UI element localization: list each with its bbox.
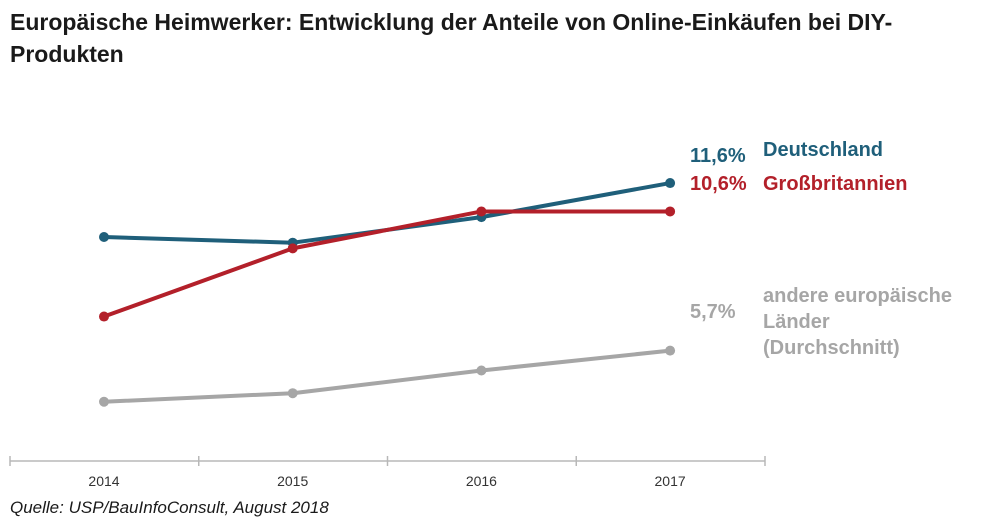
data-point <box>287 243 298 254</box>
x-tick-label: 2017 <box>655 473 686 489</box>
data-point <box>99 232 109 243</box>
x-tick-label: 2016 <box>466 473 497 489</box>
data-point <box>665 178 676 189</box>
series-name-label: Großbritannien <box>763 173 907 195</box>
chart-title: Europäische Heimwerker: Entwicklung der … <box>10 9 893 67</box>
data-point <box>287 388 298 399</box>
series-andere-europaeische-laender-durchschnitt <box>99 345 676 407</box>
data-point <box>665 206 676 217</box>
x-tick-label: 2014 <box>88 473 119 489</box>
data-point <box>476 365 487 376</box>
series-labels: 11,6% Deutschland 10,6% Großbritannien 5,7% a… <box>690 139 952 359</box>
series-line <box>102 348 673 404</box>
data-point <box>99 396 109 407</box>
series-layer <box>99 178 676 407</box>
series-name-label: Deutschland <box>763 139 883 161</box>
data-point <box>99 311 109 322</box>
series-name-label: andere europäische Länder (Durchschnitt) <box>763 285 952 359</box>
x-tick-label: 2015 <box>277 473 308 489</box>
end-value-label: 10,6% <box>690 173 747 195</box>
data-point <box>665 345 676 356</box>
series-line <box>102 209 673 319</box>
series-grossbritannien <box>99 206 676 322</box>
end-value-label: 11,6% <box>690 145 746 167</box>
source-note: Quelle: USP/BauInfoConsult, August 2018 <box>10 498 329 517</box>
x-axis: 2014 2015 2016 2017 <box>9 456 766 489</box>
end-value-label: 5,7% <box>690 301 736 323</box>
data-point <box>476 206 487 217</box>
